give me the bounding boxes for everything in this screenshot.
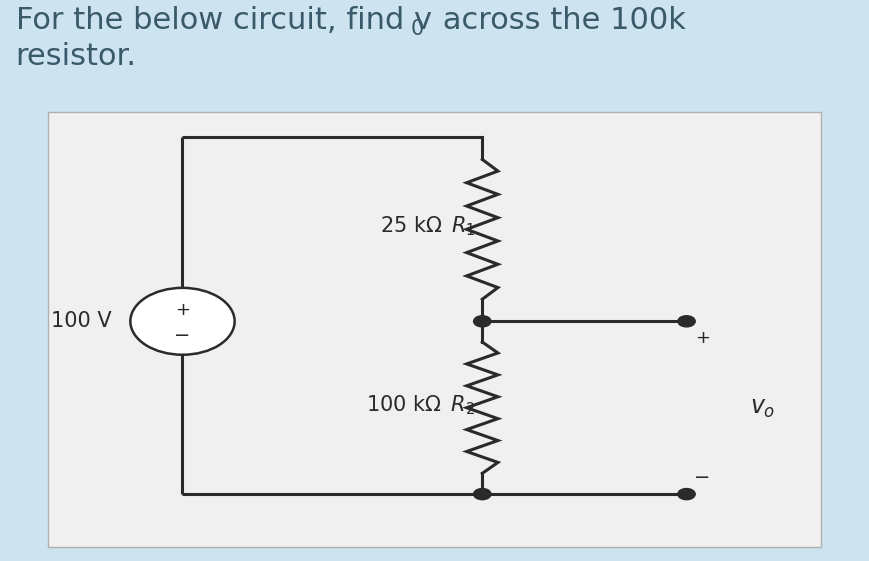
Circle shape [474, 489, 491, 500]
Text: −: − [694, 468, 710, 487]
Text: 25 k$\Omega\,$ $R_1$: 25 k$\Omega\,$ $R_1$ [380, 215, 475, 238]
Circle shape [130, 288, 235, 355]
Circle shape [678, 316, 695, 327]
Text: 100 k$\Omega\,$ $R_2$: 100 k$\Omega\,$ $R_2$ [367, 393, 475, 417]
Text: +: + [694, 329, 710, 347]
Circle shape [678, 489, 695, 500]
Text: 0: 0 [410, 19, 423, 39]
Text: +: + [175, 301, 190, 319]
FancyBboxPatch shape [48, 112, 821, 547]
Circle shape [474, 316, 491, 327]
Text: across the 100k: across the 100k [433, 6, 686, 35]
Text: 100 V: 100 V [50, 311, 111, 332]
Text: resistor.: resistor. [16, 42, 136, 71]
Text: −: − [175, 326, 190, 345]
Text: $v_o$: $v_o$ [750, 396, 775, 420]
Text: For the below circuit, find v: For the below circuit, find v [16, 6, 432, 35]
